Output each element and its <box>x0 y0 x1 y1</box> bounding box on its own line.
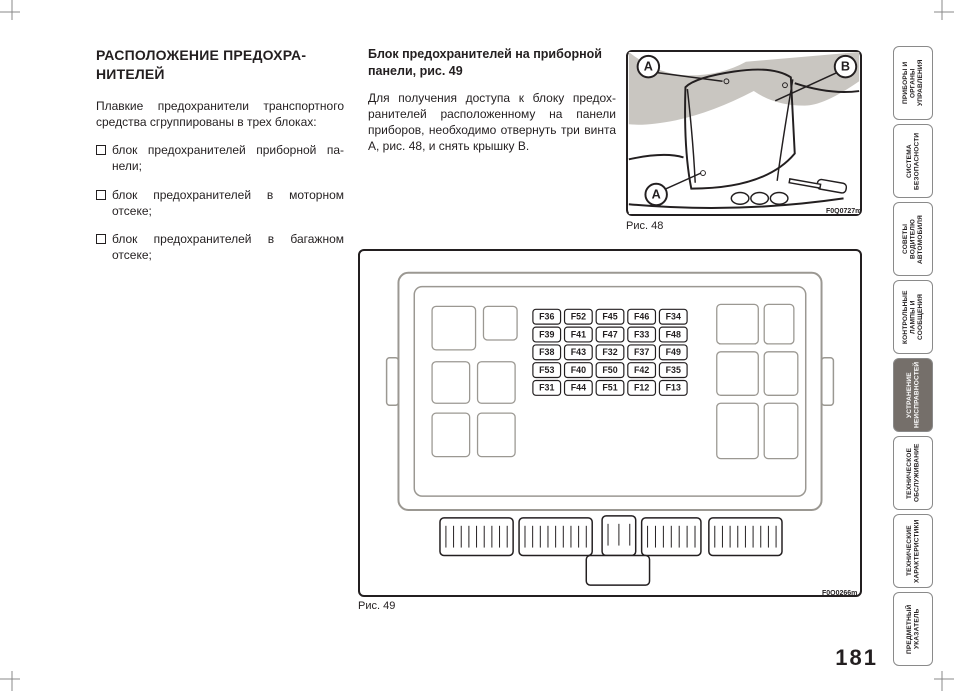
fuse-label: F38 <box>539 347 554 357</box>
section-tab[interactable]: КОНТРОЛЬНЫЕ ЛАМПЫ И СООБЩЕНИЯ <box>893 280 933 354</box>
fuse-label: F48 <box>666 329 681 339</box>
fuse-label: F45 <box>602 312 617 322</box>
bullet-item: блок предохранителей в багажном отсеке; <box>96 231 344 263</box>
fuse-label: F34 <box>666 312 681 322</box>
fuse-label: F52 <box>571 312 586 322</box>
fuse-label: F31 <box>539 383 554 393</box>
fuse-label: F39 <box>539 329 554 339</box>
tab-label: УСТРАНЕНИЕ НЕИСПРАВНОСТЕЙ <box>906 359 921 431</box>
section-tab[interactable]: ТЕХНИЧЕСКОЕ ОБСЛУЖИВАНИЕ <box>893 436 933 510</box>
fig48-caption: Рис. 48 <box>626 220 663 232</box>
page-number: 181 <box>835 645 878 671</box>
tab-label: ТЕХНИЧЕСКИЕ ХАРАКТЕРИСТИКИ <box>906 515 921 587</box>
fuse-label: F46 <box>634 312 649 322</box>
section-tab[interactable]: УСТРАНЕНИЕ НЕИСПРАВНОСТЕЙ <box>893 358 933 432</box>
fuse-label: F36 <box>539 312 554 322</box>
callout-a2: A <box>652 187 661 201</box>
fuse-label: F53 <box>539 365 554 375</box>
bullet-item: блок предохранителей в моторном отсеке; <box>96 187 344 219</box>
bullet-item: блок предохранителей приборной па- нели; <box>96 142 344 174</box>
fuse-label: F41 <box>571 329 586 339</box>
tab-label: СОВЕТЫ ВОДИТЕЛЮ АВТОМОБИЛЯ <box>902 203 924 275</box>
section-tab[interactable]: ПРЕДМЕТНЫЙ УКАЗАТЕЛЬ <box>893 592 933 666</box>
intro-text: Плавкие предохранители транспортного сре… <box>96 98 344 130</box>
page: РАСПОЛОЖЕНИЕ ПРЕДОХРА- НИТЕЛЕЙ Плавкие п… <box>0 0 954 691</box>
callout-b: B <box>841 60 850 74</box>
sub-heading: Блок предохранителей на приборной панели… <box>368 46 616 80</box>
column-1: РАСПОЛОЖЕНИЕ ПРЕДОХРА- НИТЕЛЕЙ Плавкие п… <box>96 46 344 636</box>
fuse-label: F33 <box>634 329 649 339</box>
section-heading: РАСПОЛОЖЕНИЕ ПРЕДОХРА- НИТЕЛЕЙ <box>96 46 344 84</box>
fuse-label: F13 <box>666 383 681 393</box>
fuse-label: F42 <box>634 365 649 375</box>
fuse-label: F51 <box>602 383 617 393</box>
fig49-code: F0Q0266m <box>822 590 857 597</box>
tab-label: ПРЕДМЕТНЫЙ УКАЗАТЕЛЬ <box>906 593 921 665</box>
figure-48: A B A <box>626 50 862 216</box>
section-tabs: ПРИБОРЫ И ОРГАНЫ УПРАВЛЕНИЯ СИСТЕМА БЕЗОП… <box>893 46 933 670</box>
fuse-label: F32 <box>602 347 617 357</box>
figure-49: F36 F52 F45 F46 F34 F39 F41 F47 F33 F48 F38 F43 F32 F… <box>358 249 862 597</box>
section-tab[interactable]: СОВЕТЫ ВОДИТЕЛЮ АВТОМОБИЛЯ <box>893 202 933 276</box>
fig49-caption: Рис. 49 <box>358 600 395 612</box>
section-tab[interactable]: СИСТЕМА БЕЗОПАСНОСТИ <box>893 124 933 198</box>
fuse-label: F40 <box>571 365 586 375</box>
fuse-label: F50 <box>602 365 617 375</box>
fuse-label: F47 <box>602 329 617 339</box>
tab-label: КОНТРОЛЬНЫЕ ЛАМПЫ И СООБЩЕНИЯ <box>902 281 924 353</box>
section-tab[interactable]: ПРИБОРЫ И ОРГАНЫ УПРАВЛЕНИЯ <box>893 46 933 120</box>
tab-label: ТЕХНИЧЕСКОЕ ОБСЛУЖИВАНИЕ <box>906 437 921 509</box>
callout-a1: A <box>644 60 653 74</box>
fuse-label: F43 <box>571 347 586 357</box>
fuse-label: F44 <box>571 383 586 393</box>
tab-label: ПРИБОРЫ И ОРГАНЫ УПРАВЛЕНИЯ <box>902 47 924 119</box>
section-tab[interactable]: ТЕХНИЧЕСКИЕ ХАРАКТЕРИСТИКИ <box>893 514 933 588</box>
fuse-label: F12 <box>634 383 649 393</box>
fuse-label: F49 <box>666 347 681 357</box>
instruction-text: Для получения доступа к блоку предох- ра… <box>368 90 616 155</box>
fuse-label: F37 <box>634 347 649 357</box>
fig48-code: F0Q0727m <box>826 208 861 215</box>
fuse-label: F35 <box>666 365 681 375</box>
tab-label: СИСТЕМА БЕЗОПАСНОСТИ <box>906 125 921 197</box>
